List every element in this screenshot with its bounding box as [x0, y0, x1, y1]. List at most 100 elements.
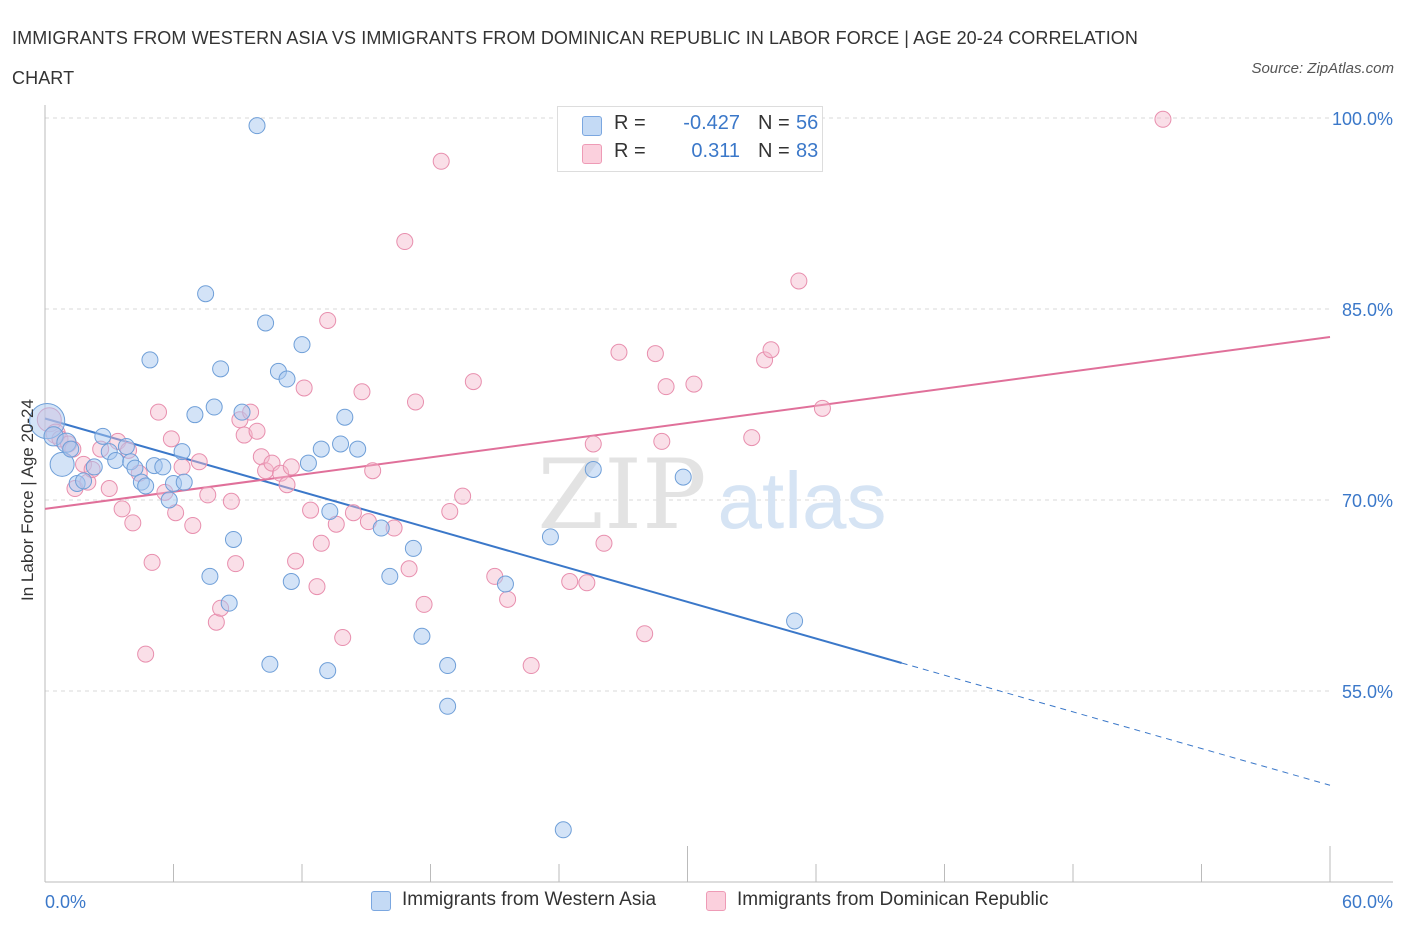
point-dominican [646, 345, 664, 363]
legend-n-value: 56 [796, 112, 819, 134]
legend-swatch-blue [582, 116, 602, 136]
point-western-asia [205, 398, 223, 416]
point-dominican [344, 504, 362, 522]
point-dominican [312, 534, 330, 552]
point-western-asia [413, 627, 431, 645]
point-western-asia [233, 403, 251, 421]
point-dominican [364, 462, 382, 480]
point-dominican [319, 311, 337, 329]
point-western-asia [293, 336, 311, 354]
y-tick-labels: 55.0% 70.0% 85.0% 100.0% [1332, 109, 1393, 702]
point-western-asia [257, 314, 275, 332]
point-western-asia [175, 473, 193, 491]
point-dominican [334, 629, 352, 647]
trend-lines [44, 336, 1331, 786]
point-western-asia [62, 440, 80, 458]
data-points [29, 110, 1172, 839]
point-dominican [1154, 110, 1172, 128]
x-tick-label: 0.0% [45, 892, 86, 912]
point-western-asia [197, 285, 215, 303]
point-western-asia [312, 440, 330, 458]
point-dominican [353, 383, 371, 401]
legend-swatch-pink [582, 144, 602, 164]
trend-line-dominican [44, 336, 1331, 510]
point-dominican [137, 645, 155, 663]
point-western-asia [117, 438, 135, 456]
bottom-legend-label: Immigrants from Dominican Republic [737, 889, 1049, 910]
y-tick-label: 85.0% [1342, 300, 1393, 320]
point-western-asia [75, 472, 93, 490]
legend-r-label: R = [614, 140, 646, 162]
point-dominican [143, 553, 161, 571]
legend-n-value: 83 [796, 140, 819, 162]
legend-n-label: N = [758, 140, 790, 162]
y-tick-label: 70.0% [1342, 491, 1393, 511]
point-western-asia [85, 458, 103, 476]
grid-lines [45, 117, 1330, 692]
axes [44, 105, 1393, 883]
point-western-asia [332, 435, 350, 453]
point-dominican [743, 429, 761, 447]
bottom-legend-label: Immigrants from Western Asia [402, 889, 657, 910]
point-western-asia [439, 697, 457, 715]
point-western-asia [137, 477, 155, 495]
point-western-asia [126, 459, 144, 477]
point-dominican [762, 341, 780, 359]
point-dominican [407, 393, 425, 411]
point-dominican [610, 343, 628, 361]
point-western-asia [319, 662, 337, 680]
legend-n-label: N = [758, 112, 790, 134]
point-western-asia [278, 370, 296, 388]
point-western-asia [674, 468, 692, 486]
point-western-asia [248, 117, 266, 135]
point-western-asia [381, 567, 399, 585]
point-western-asia [186, 406, 204, 424]
point-western-asia [541, 528, 559, 546]
point-dominican [184, 516, 202, 534]
point-dominican [396, 233, 414, 251]
point-western-asia [49, 451, 75, 477]
point-dominican [199, 486, 217, 504]
point-dominican [282, 458, 300, 476]
point-dominican [235, 426, 253, 444]
legend-r-value: 0.311 [691, 140, 740, 162]
watermark: ZIP atlas [537, 439, 886, 551]
point-western-asia [261, 655, 279, 673]
point-dominican [685, 375, 703, 393]
point-dominican [308, 578, 326, 596]
point-dominican [207, 613, 225, 631]
point-dominican [441, 502, 459, 520]
legend-r-value: -0.427 [683, 112, 740, 134]
point-dominican [100, 480, 118, 498]
point-western-asia [173, 443, 191, 461]
point-western-asia [107, 452, 125, 470]
point-dominican [499, 590, 517, 608]
point-dominican [190, 453, 208, 471]
trend-line-western-asia [44, 417, 902, 664]
point-western-asia [349, 440, 367, 458]
point-dominican [813, 399, 831, 417]
point-dominican [790, 272, 808, 290]
chart-title: IMMIGRANTS FROM WESTERN ASIA VS IMMIGRAN… [12, 28, 1138, 88]
point-dominican [278, 476, 296, 494]
point-western-asia [141, 351, 159, 369]
y-axis-label: In Labor Force | Age 20-24 [18, 399, 37, 601]
point-dominican [400, 560, 418, 578]
point-western-asia [282, 572, 300, 590]
x-tick-labels: 0.0% 60.0% [45, 892, 1393, 912]
point-western-asia [786, 612, 804, 630]
point-dominican [162, 430, 180, 448]
point-dominican [150, 403, 168, 421]
y-tick-label: 55.0% [1342, 682, 1393, 702]
point-dominican [248, 422, 266, 440]
point-western-asia [321, 502, 339, 520]
point-dominican [756, 351, 774, 369]
point-western-asia [404, 539, 422, 557]
point-dominican [124, 514, 142, 532]
point-dominican [113, 500, 131, 518]
correlation-legend: R = -0.427 N = 56 R = 0.311 N = 83 [557, 106, 823, 172]
point-dominican [454, 487, 472, 505]
y-tick-label: 100.0% [1332, 109, 1393, 129]
point-western-asia [160, 491, 178, 509]
